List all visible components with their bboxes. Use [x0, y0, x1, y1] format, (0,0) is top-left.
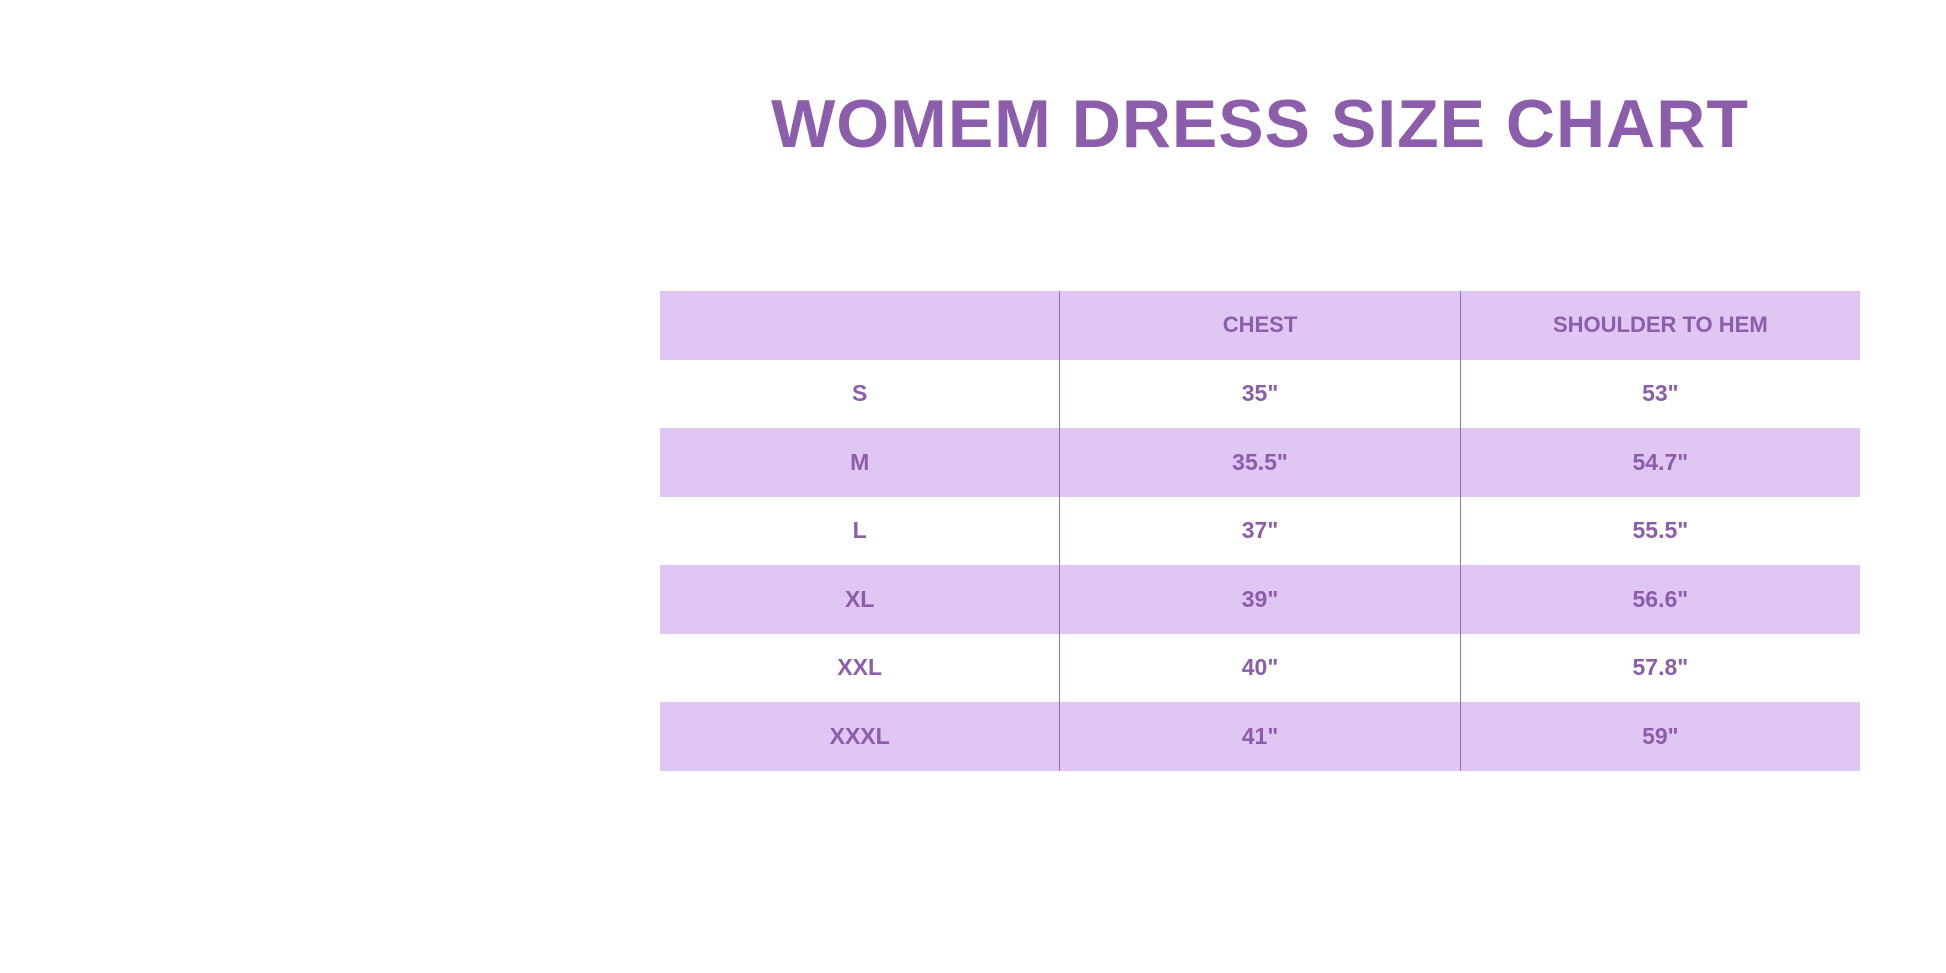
chest-cell: 35" [1059, 359, 1459, 428]
size-cell: S [851, 380, 868, 407]
length-cell: 57.8" [1459, 633, 1860, 702]
chest-cell: 39" [1059, 565, 1459, 634]
chest-cell: 37" [1059, 496, 1459, 565]
table-row: S 35" 53" [660, 359, 1860, 428]
size-cell: XXL [837, 654, 883, 681]
table-row: L 37" 55.5" [660, 496, 1860, 565]
header-size [660, 291, 1059, 360]
header-shoulder-to-hem: SHOULDER TO HEM [1459, 291, 1860, 360]
table-row: XXL 40" 57.8" [660, 633, 1860, 702]
length-cell: 55.5" [1459, 496, 1860, 565]
header-chest: CHEST [1059, 291, 1459, 360]
size-cell: XL [844, 585, 875, 612]
table-row: M 35.5" 54.7" [660, 428, 1860, 497]
size-cell: M [850, 448, 870, 475]
size-cell: L [852, 517, 867, 544]
length-cell: 59" [1459, 702, 1860, 771]
table-row: XXXL 41" 59" [660, 702, 1860, 771]
size-cell: XXXL [829, 722, 890, 749]
page-title: WOMEM DRESS SIZE CHART [771, 86, 1749, 162]
table-row: XL 39" 56.6" [660, 565, 1860, 634]
length-cell: 56.6" [1459, 565, 1860, 634]
chest-cell: 40" [1059, 633, 1459, 702]
length-cell: 53" [1459, 359, 1860, 428]
length-cell: 54.7" [1459, 428, 1860, 497]
table-header-row: CHEST SHOULDER TO HEM [660, 291, 1860, 360]
size-table: CHEST SHOULDER TO HEM S 35" 53" M 35.5" … [660, 291, 1860, 771]
chest-cell: 41" [1059, 702, 1459, 771]
chest-cell: 35.5" [1059, 428, 1459, 497]
